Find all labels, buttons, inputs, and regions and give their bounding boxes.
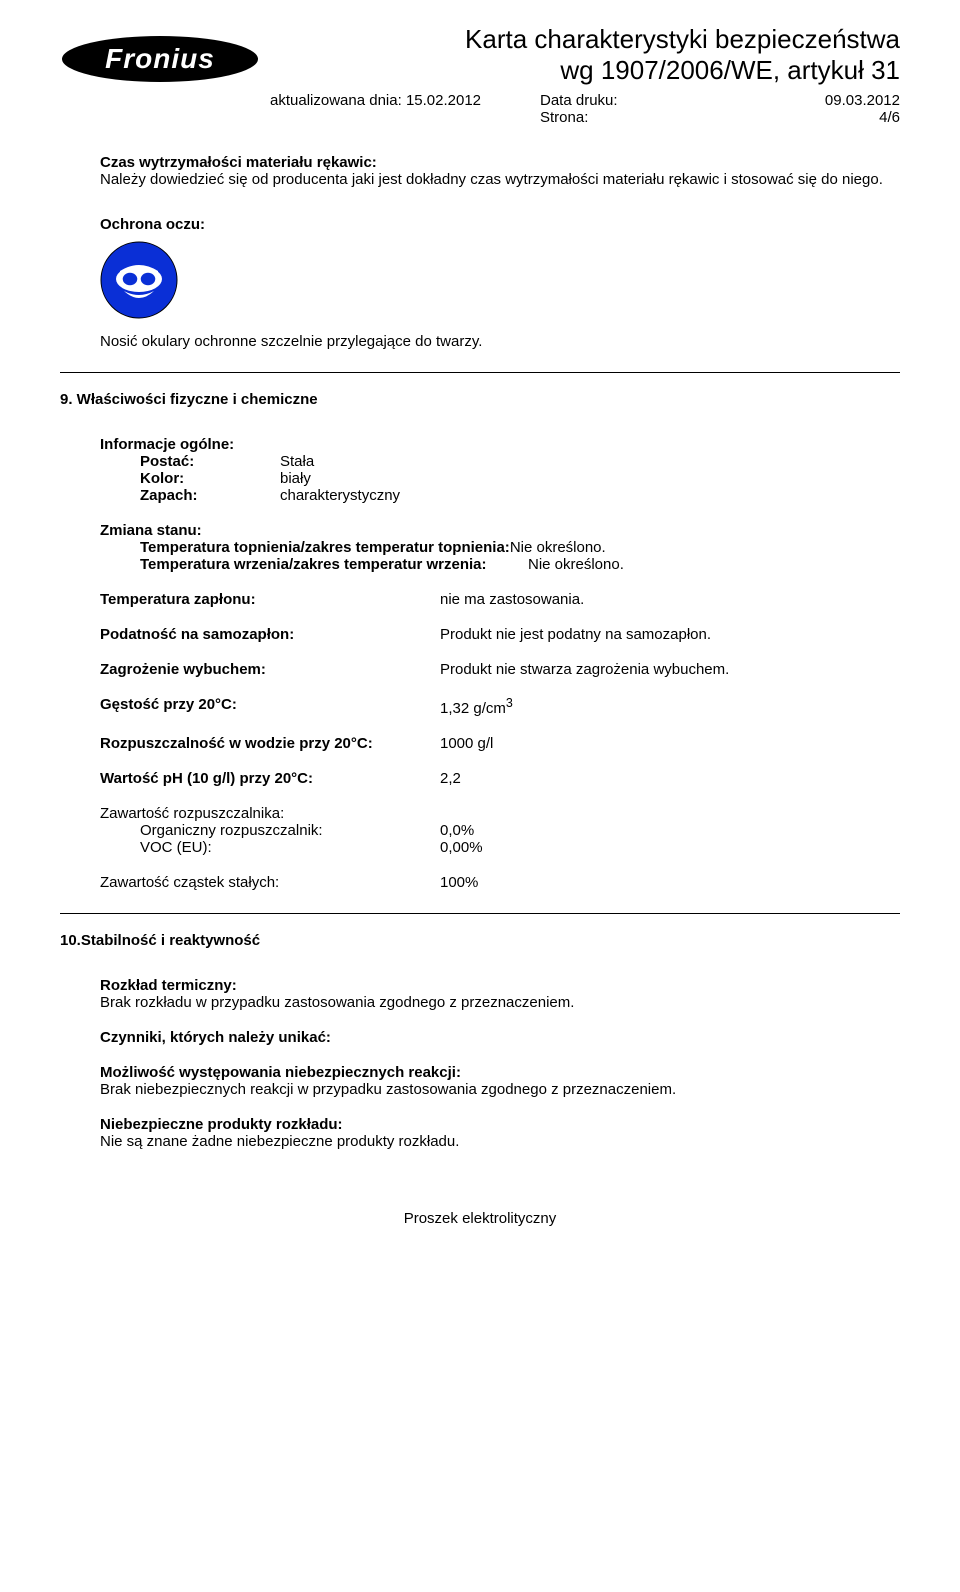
gloves-heading: Czas wytrzymałości materiału rękawic: xyxy=(100,154,900,171)
form-label: Postać: xyxy=(140,453,280,470)
explosion-label: Zagrożenie wybuchem: xyxy=(100,661,440,678)
react-heading: Możliwość występowania niebezpiecznych r… xyxy=(100,1064,900,1081)
melt-value: Nie określono. xyxy=(510,539,606,556)
solubility-value: 1000 g/l xyxy=(440,735,900,752)
section-divider xyxy=(60,913,900,914)
boil-value: Nie określono. xyxy=(528,556,624,573)
page-value: 4/6 xyxy=(700,109,900,126)
meta-row-2: Strona: 4/6 xyxy=(60,109,900,126)
fronius-logo-icon: Fronius xyxy=(60,34,260,84)
flash-value: nie ma zastosowania. xyxy=(440,591,900,608)
document-title-line1: Karta charakterystyki bezpieczeństwa xyxy=(270,24,900,55)
section-9-body: Informacje ogólne: Postać: Stała Kolor: … xyxy=(60,436,900,891)
voc-value: 0,00% xyxy=(440,839,483,856)
updated-value: 15.02.2012 xyxy=(406,92,481,109)
autoign-value: Produkt nie jest podatny na samozapłon. xyxy=(440,626,900,643)
voc-label: VOC (EU): xyxy=(140,839,440,856)
logo-text: Fronius xyxy=(105,43,215,74)
products-heading: Niebezpieczne produkty rozkładu: xyxy=(100,1116,900,1133)
autoign-label: Podatność na samozapłon: xyxy=(100,626,440,643)
color-value: biały xyxy=(280,470,311,487)
gloves-body: Należy dowiedzieć się od producenta jaki… xyxy=(100,171,900,188)
eye-protection-section: Ochrona oczu: Nosić okulary ochronne szc… xyxy=(60,216,900,350)
footer-text: Proszek elektrolityczny xyxy=(60,1210,900,1227)
section-divider xyxy=(60,372,900,373)
eye-protection-icon xyxy=(100,241,178,319)
melt-label: Temperatura topnienia/zakres temperatur … xyxy=(140,539,510,556)
print-label: Data druku: xyxy=(540,92,700,109)
density-label: Gęstość przy 20°C: xyxy=(100,696,440,717)
section-9-heading: 9. Właściwości fizyczne i chemiczne xyxy=(60,391,900,408)
boil-label: Temperatura wrzenia/zakres temperatur wr… xyxy=(140,556,528,573)
info-heading: Informacje ogólne: xyxy=(100,436,900,453)
document-header: Fronius Karta charakterystyki bezpieczeń… xyxy=(60,24,900,86)
solvent-heading: Zawartość rozpuszczalnika: xyxy=(100,805,900,822)
eye-heading: Ochrona oczu: xyxy=(100,216,900,233)
thermal-body: Brak rozkładu w przypadku zastosowania z… xyxy=(100,994,900,1011)
section-10-body: Rozkład termiczny: Brak rozkładu w przyp… xyxy=(60,977,900,1150)
print-value: 09.03.2012 xyxy=(700,92,900,109)
avoid-heading: Czynniki, których należy unikać: xyxy=(100,1029,900,1046)
ph-value: 2,2 xyxy=(440,770,900,787)
updated-label: aktualizowana dnia: xyxy=(270,92,402,109)
thermal-heading: Rozkład termiczny: xyxy=(100,977,900,994)
odor-value: charakterystyczny xyxy=(280,487,400,504)
form-value: Stała xyxy=(280,453,314,470)
document-title-block: Karta charakterystyki bezpieczeństwa wg … xyxy=(270,24,900,86)
section-10-heading: 10.Stabilność i reaktywność xyxy=(60,932,900,949)
gloves-section: Czas wytrzymałości materiału rękawic: Na… xyxy=(60,154,900,188)
color-label: Kolor: xyxy=(140,470,280,487)
ph-label: Wartość pH (10 g/l) przy 20°C: xyxy=(100,770,440,787)
document-title-line2: wg 1907/2006/WE, artykuł 31 xyxy=(270,55,900,86)
solubility-label: Rozpuszczalność w wodzie przy 20°C: xyxy=(100,735,440,752)
meta-row-1: aktualizowana dnia: 15.02.2012 Data druk… xyxy=(60,92,900,109)
products-body: Nie są znane żadne niebezpieczne produkt… xyxy=(100,1133,900,1150)
odor-label: Zapach: xyxy=(140,487,280,504)
density-sup: 3 xyxy=(506,696,513,710)
solids-label: Zawartość cząstek stałych: xyxy=(100,874,440,891)
state-heading: Zmiana stanu: xyxy=(100,522,900,539)
flash-label: Temperatura zapłonu: xyxy=(100,591,440,608)
explosion-value: Produkt nie stwarza zagrożenia wybuchem. xyxy=(440,661,900,678)
brand-logo: Fronius xyxy=(60,24,270,84)
react-body: Brak niebezpiecznych reakcji w przypadku… xyxy=(100,1081,900,1098)
page-label: Strona: xyxy=(540,109,700,126)
eye-body: Nosić okulary ochronne szczelnie przyleg… xyxy=(100,333,900,350)
solids-value: 100% xyxy=(440,874,900,891)
organic-label: Organiczny rozpuszczalnik: xyxy=(140,822,440,839)
organic-value: 0,0% xyxy=(440,822,474,839)
density-value: 1,32 g/cm xyxy=(440,700,506,717)
